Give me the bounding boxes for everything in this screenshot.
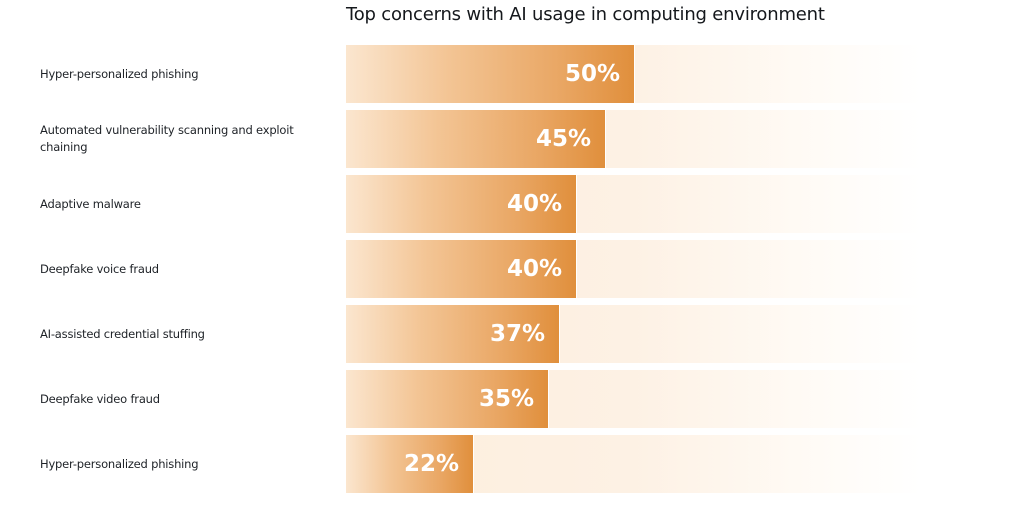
value-label: 40%	[506, 191, 562, 217]
bar-row: Adaptive malware 40%	[0, 175, 1024, 233]
category-label: Deepfake voice fraud	[40, 261, 159, 276]
bar-row: Automated vulnerability scanning and exp…	[0, 110, 1024, 168]
bar-row: Deepfake voice fraud 40%	[0, 240, 1024, 298]
value-label: 40%	[506, 256, 562, 282]
bar	[346, 45, 635, 103]
bar-row: Deepfake video fraud 35%	[0, 370, 1024, 428]
bar	[346, 175, 577, 233]
category-label: Automated vulnerability scanning and exp…	[40, 123, 294, 154]
bar-row: Hyper-personalized phishing 50%	[0, 45, 1024, 103]
category-label: Adaptive malware	[40, 196, 141, 211]
bar-row: Hyper-personalized phishing 22%	[0, 435, 1024, 493]
category-label: Deepfake video fraud	[40, 391, 160, 406]
value-label: 37%	[489, 321, 545, 347]
category-label: Hyper-personalized phishing	[40, 456, 199, 471]
category-label: Hyper-personalized phishing	[40, 66, 199, 81]
chart-title: Top concerns with AI usage in computing …	[346, 4, 825, 25]
category-label: AI-assisted credential stuffing	[40, 326, 205, 341]
value-label: 22%	[403, 451, 459, 477]
bar	[346, 110, 606, 168]
bar-row: AI-assisted credential stuffing 37%	[0, 305, 1024, 363]
bar	[346, 305, 560, 363]
bar	[346, 240, 577, 298]
value-label: 50%	[564, 61, 620, 87]
bar	[346, 435, 474, 493]
value-label: 35%	[478, 386, 534, 412]
value-label: 45%	[535, 126, 591, 152]
bar	[346, 370, 549, 428]
